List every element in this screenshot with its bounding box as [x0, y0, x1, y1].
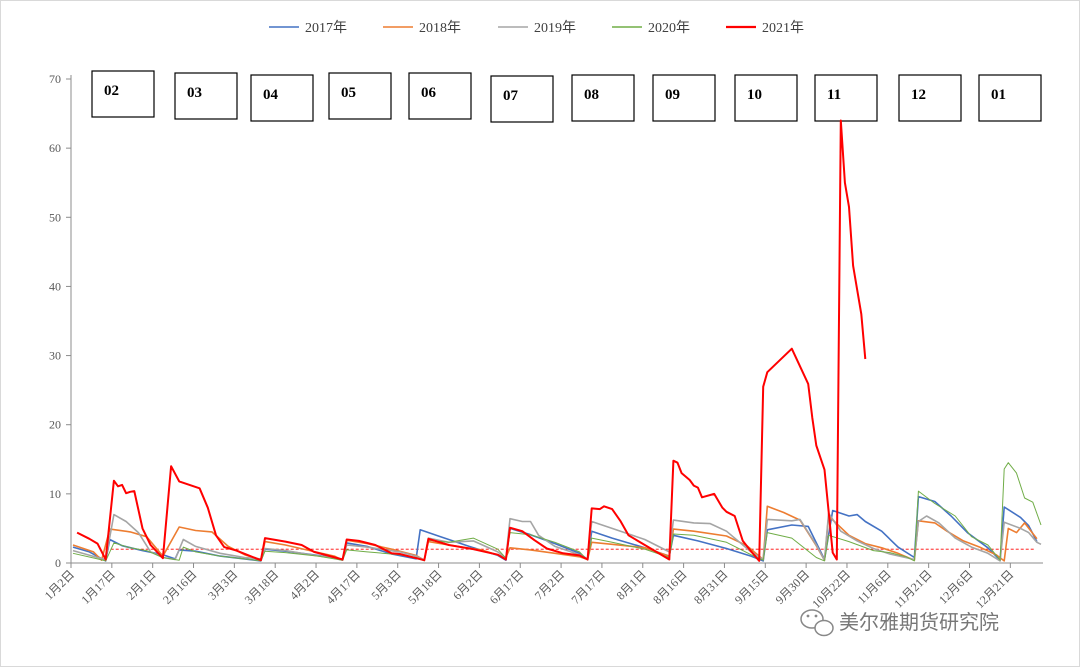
month-box-label: 06 [421, 85, 437, 101]
series-group [72, 119, 1042, 562]
legend-label: 2021年 [762, 20, 804, 36]
month-box-09: 09 [652, 74, 716, 122]
month-box-label: 01 [991, 87, 1006, 103]
series-line-5 [76, 119, 867, 562]
x-tick-label: 9月30日 [773, 567, 813, 607]
month-box-frame [571, 74, 635, 122]
month-box-label: 04 [263, 87, 279, 103]
x-tick-label: 2月1日 [123, 567, 158, 602]
month-box-02: 02 [91, 70, 155, 118]
month-box-label: 11 [827, 87, 841, 103]
x-tick-label: 5月3日 [368, 567, 403, 602]
month-box-frame [408, 72, 472, 120]
x-tick-label: 1月2日 [42, 567, 77, 602]
x-tick-label: 12月6日 [936, 567, 976, 607]
month-box-frame [328, 72, 392, 120]
x-tick-label: 5月18日 [405, 567, 445, 607]
x-tick-label: 6月17日 [487, 567, 527, 607]
month-box-label: 08 [584, 87, 599, 103]
legend-item-4: 2020年 [612, 20, 690, 36]
x-tick-label: 3月18日 [242, 567, 282, 607]
month-box-06: 06 [408, 72, 472, 120]
x-tick-label: 8月31日 [691, 567, 731, 607]
legend-item-2: 2018年 [383, 20, 461, 36]
month-box-12: 12 [898, 74, 962, 122]
legend-label: 2020年 [648, 20, 690, 36]
legend-item-3: 2019年 [498, 20, 576, 36]
y-tick-label: 10 [49, 487, 61, 501]
x-tick-label: 12月21日 [973, 567, 1017, 611]
y-tick-label: 30 [49, 349, 61, 363]
month-box-label: 12 [911, 87, 926, 103]
month-box-10: 10 [734, 74, 798, 122]
watermark: 美尔雅期货研究院 [800, 609, 999, 637]
x-tick-label: 8月16日 [650, 567, 690, 607]
legend-label: 2018年 [419, 20, 461, 36]
y-tick-label: 50 [49, 210, 61, 224]
legend-item-5: 2021年 [726, 20, 804, 36]
legend-label: 2017年 [305, 20, 347, 36]
month-box-frame [898, 74, 962, 122]
y-tick-label: 40 [49, 279, 61, 293]
x-tick-label: 6月2日 [450, 567, 485, 602]
x-tick-label: 9月15日 [732, 567, 772, 607]
month-box-03: 03 [174, 72, 238, 120]
x-tick-label: 4月17日 [323, 567, 363, 607]
month-box-frame [250, 74, 314, 122]
month-box-08: 08 [571, 74, 635, 122]
x-tick-label: 1月17日 [78, 567, 118, 607]
month-box-01: 01 [978, 74, 1042, 122]
y-tick-label: 70 [49, 72, 61, 86]
month-box-label: 09 [665, 87, 680, 103]
x-tick-label: 11月21日 [891, 567, 935, 611]
legend-item-1: 2017年 [269, 20, 347, 36]
x-tick-label: 10月22日 [809, 567, 853, 611]
month-box-frame [978, 74, 1042, 122]
month-box-label: 07 [503, 88, 519, 104]
x-tick-label: 7月17日 [568, 567, 608, 607]
month-box-05: 05 [328, 72, 392, 120]
x-tick-label: 8月1日 [614, 567, 649, 602]
x-tick-label: 4月2日 [287, 567, 322, 602]
month-box-label: 02 [104, 83, 119, 99]
y-tick-label: 60 [49, 141, 61, 155]
month-box-label: 10 [747, 87, 762, 103]
x-tick-label: 11月6日 [855, 567, 894, 606]
month-box-frame [91, 70, 155, 118]
watermark-text: 美尔雅期货研究院 [839, 610, 999, 634]
month-boxes: 02 03 04 05 06 07 08 09 10 11 12 01 [91, 70, 1042, 123]
y-tick-label: 20 [49, 418, 61, 432]
month-box-frame [490, 75, 554, 123]
legend: 2017年 2018年 2019年 2020年 2021年 [269, 20, 804, 36]
month-box-label: 05 [341, 85, 356, 101]
month-box-frame [814, 74, 878, 122]
month-box-frame [652, 74, 716, 122]
series-line-4 [72, 462, 1042, 562]
x-tick-label: 3月3日 [205, 567, 240, 602]
y-tick-label: 0 [55, 556, 61, 570]
wechat-icon [800, 609, 834, 637]
month-box-07: 07 [490, 75, 554, 123]
month-box-frame [174, 72, 238, 120]
month-box-frame [734, 74, 798, 122]
legend-label: 2019年 [534, 20, 576, 36]
month-box-label: 03 [187, 85, 202, 101]
x-tick-label: 7月2日 [532, 567, 567, 602]
month-box-11: 11 [814, 74, 878, 122]
month-box-04: 04 [250, 74, 314, 122]
x-tick-label: 2月16日 [160, 567, 200, 607]
